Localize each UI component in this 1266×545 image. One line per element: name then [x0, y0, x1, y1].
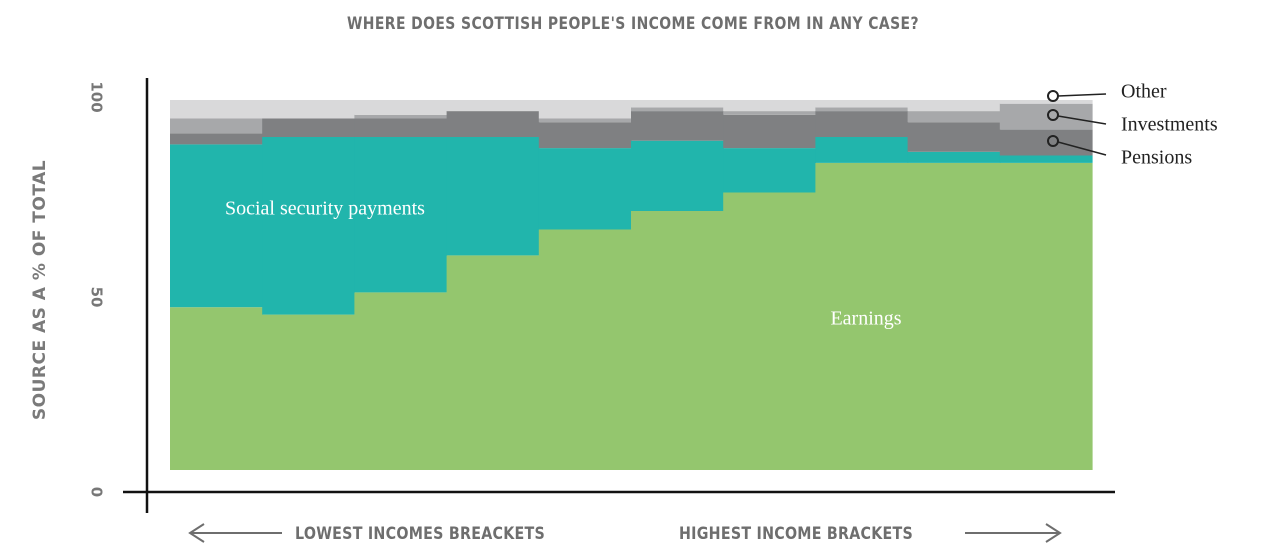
- stack-segment-other-6: [631, 100, 724, 108]
- stack-segment-investments-5: [538, 118, 632, 123]
- stack-segment-social-security-payments-6: [631, 140, 724, 211]
- y-tick-0: 0: [88, 487, 106, 497]
- stack-segment-other-8: [815, 100, 909, 108]
- stack-segment-pensions-9: [907, 122, 1001, 152]
- stack-segment-investments-1: [170, 118, 263, 134]
- stack-segment-other-3: [354, 100, 448, 115]
- y-tick-50: 50: [88, 287, 106, 308]
- y-tick-100: 100: [88, 81, 106, 112]
- stack-segment-investments-3: [354, 114, 448, 119]
- stack-segment-earnings-9: [907, 162, 1001, 470]
- stack-segment-social-security-payments-4: [446, 137, 540, 256]
- y-axis-label: SOURCE AS A % OF TOTAL: [30, 160, 50, 420]
- left-arrow: [188, 523, 282, 543]
- stack-segment-pensions-5: [538, 122, 632, 149]
- legend-label-pensions: Pensions: [1121, 147, 1192, 169]
- chart-title: WHERE DOES SCOTTISH PEOPLE'S INCOME COME…: [346, 14, 919, 34]
- legend-label-other: Other: [1121, 81, 1167, 103]
- stack-segment-pensions-10: [999, 129, 1093, 156]
- stack-segment-earnings-7: [723, 192, 816, 470]
- right-arrow: [965, 523, 1062, 543]
- stack-segment-social-security-payments-1: [170, 144, 263, 308]
- stack-segment-investments-6: [631, 107, 724, 112]
- stack-segment-pensions-6: [631, 111, 724, 141]
- stack-segment-earnings-5: [538, 229, 632, 470]
- x-label-highest: HIGHEST INCOME BRACKETS: [679, 524, 913, 544]
- legend-other: Other: [1047, 81, 1167, 103]
- stack-segment-investments-8: [815, 107, 909, 112]
- stack-segment-investments-10: [999, 103, 1093, 130]
- stack-segment-other-10: [999, 100, 1093, 104]
- stack-segment-earnings-1: [170, 307, 263, 470]
- stacked-area-layer: [170, 100, 1093, 470]
- stack-segment-pensions-1: [170, 133, 263, 145]
- stack-segment-earnings-3: [354, 292, 448, 470]
- stack-segment-social-security-payments-10: [999, 155, 1093, 163]
- stack-segment-pensions-8: [815, 111, 909, 137]
- stack-segment-pensions-3: [354, 118, 448, 137]
- x-label-lowest: LOWEST INCOMES BREACKETS: [295, 524, 545, 544]
- stack-segment-investments-7: [723, 111, 816, 115]
- stack-segment-earnings-2: [262, 314, 355, 470]
- stack-segment-earnings-8: [815, 162, 909, 470]
- stack-segment-other-1: [170, 100, 263, 119]
- legend-label-investments: Investments: [1121, 114, 1218, 136]
- stack-segment-other-7: [723, 100, 816, 112]
- legend-pensions: Pensions: [1047, 135, 1192, 169]
- stack-segment-social-security-payments-3: [354, 137, 448, 293]
- stack-segment-pensions-4: [446, 111, 540, 137]
- stack-segment-pensions-2: [262, 118, 355, 137]
- stack-segment-other-5: [538, 100, 632, 119]
- stack-segment-social-security-payments-8: [815, 137, 909, 163]
- stack-segment-other-4: [446, 100, 540, 112]
- label-earnings: Earnings: [830, 308, 901, 330]
- stack-segment-earnings-6: [631, 211, 724, 470]
- label-social-security: Social security payments: [225, 198, 425, 220]
- stack-segment-social-security-payments-5: [538, 148, 632, 230]
- stack-segment-pensions-7: [723, 114, 816, 149]
- stack-segment-earnings-10: [999, 162, 1093, 470]
- stack-segment-social-security-payments-2: [262, 137, 355, 315]
- legend-investments: Investments: [1047, 109, 1218, 136]
- stack-segment-social-security-payments-9: [907, 151, 1001, 163]
- stack-segment-other-9: [907, 100, 1001, 112]
- stack-segment-other-2: [262, 100, 355, 119]
- stack-segment-social-security-payments-7: [723, 148, 816, 193]
- stack-segment-earnings-4: [446, 255, 540, 470]
- stack-segment-investments-9: [907, 111, 1001, 123]
